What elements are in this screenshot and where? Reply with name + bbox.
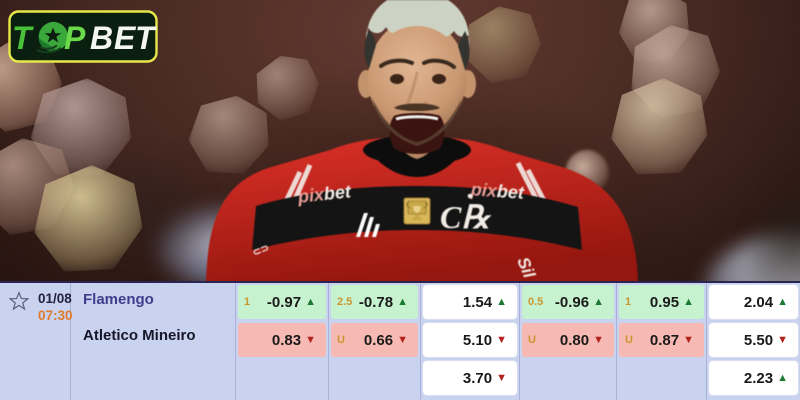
- svg-text:E: E: [114, 20, 137, 56]
- svg-text:T: T: [12, 20, 34, 56]
- svg-text:T: T: [135, 20, 157, 56]
- svg-text:P: P: [64, 20, 86, 56]
- svg-text:B: B: [90, 20, 113, 56]
- svg-text:C℞: C℞: [440, 199, 492, 235]
